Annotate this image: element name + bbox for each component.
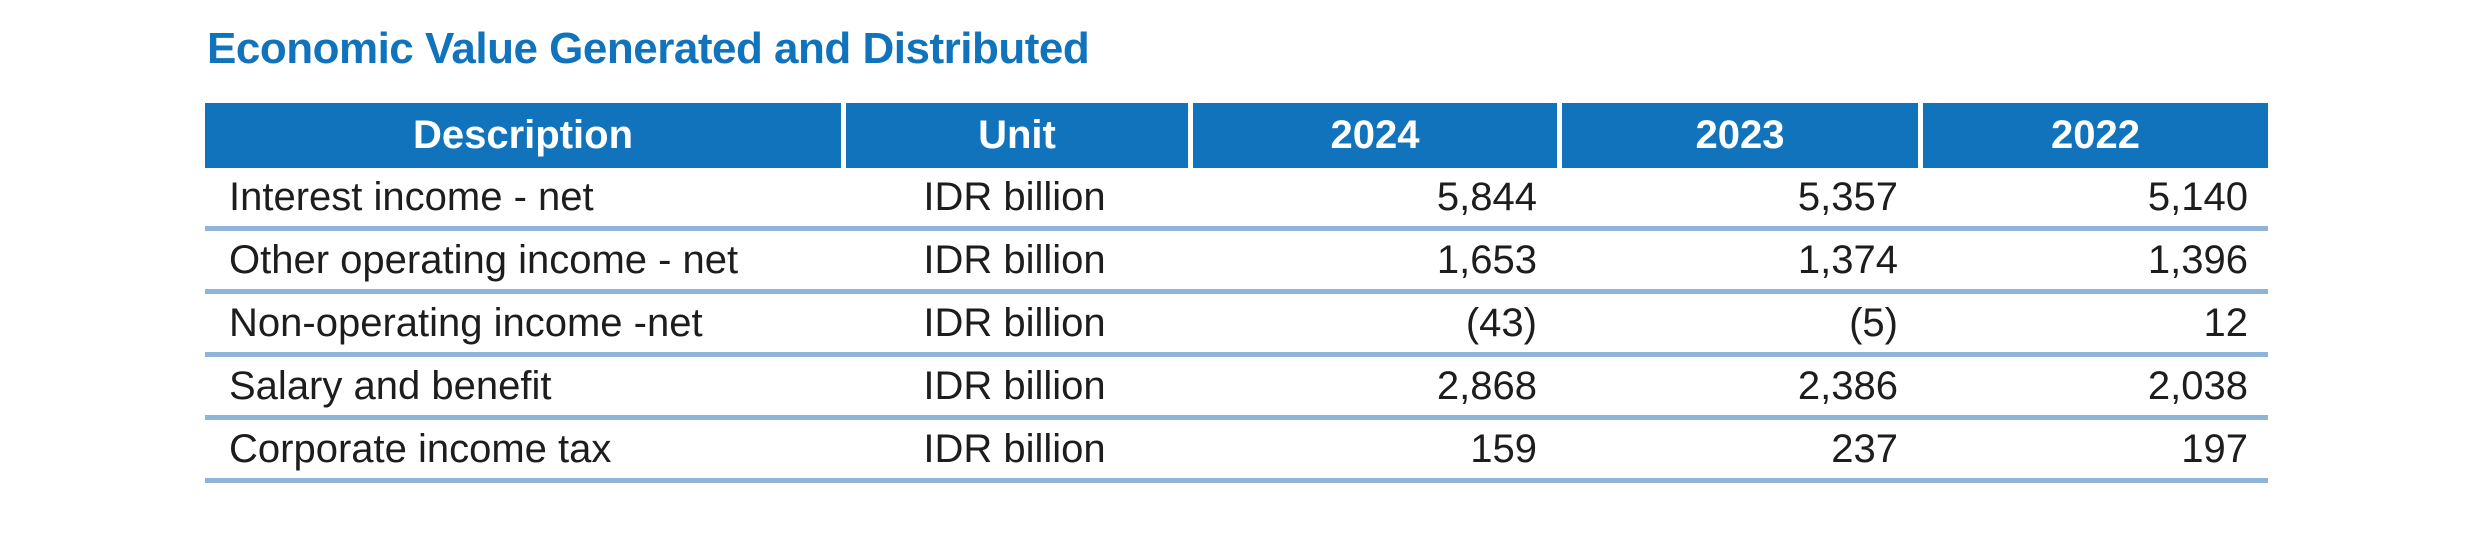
table-row: Non-operating income -net IDR billion (4… (205, 294, 2268, 357)
table-row: Other operating income - net IDR billion… (205, 231, 2268, 294)
cell-unit: IDR billion (923, 174, 1106, 219)
cell-value-2022: 2,038 (2147, 363, 2248, 408)
table-title: Economic Value Generated and Distributed (207, 24, 1090, 73)
table-row: Interest income - net IDR billion 5,844 … (205, 168, 2268, 231)
cell-value-2023: 2,386 (1797, 363, 1898, 408)
cell-value-2024: 5,844 (1436, 174, 1537, 219)
table-row: Corporate income tax IDR billion 159 237… (205, 420, 2268, 483)
cell-unit: IDR billion (923, 363, 1106, 408)
cell-value-2022: 1,396 (2147, 237, 2248, 282)
column-header-2022: 2022 (1918, 103, 2268, 168)
cell-description: Other operating income - net (229, 237, 739, 282)
cell-unit: IDR billion (923, 300, 1106, 345)
cell-description: Interest income - net (229, 174, 594, 219)
cell-value-2022: 12 (2203, 300, 2249, 345)
cell-description: Salary and benefit (229, 363, 552, 408)
cell-description: Non-operating income -net (229, 300, 703, 345)
cell-value-2024: 159 (1470, 426, 1537, 471)
economic-value-table: Description Unit 2024 2023 2022 Interest… (205, 103, 2268, 483)
cell-value-2023: 1,374 (1797, 237, 1898, 282)
cell-value-2022: 5,140 (2147, 174, 2248, 219)
cell-description: Corporate income tax (229, 426, 612, 471)
cell-value-2024: 1,653 (1436, 237, 1537, 282)
cell-value-2024: 2,868 (1436, 363, 1537, 408)
table-header-row: Description Unit 2024 2023 2022 (205, 103, 2268, 168)
column-header-2024: 2024 (1188, 103, 1557, 168)
cell-value-2023: 5,357 (1797, 174, 1898, 219)
column-header-unit: Unit (841, 103, 1188, 168)
cell-unit: IDR billion (923, 426, 1106, 471)
cell-value-2024: (43) (1465, 300, 1537, 345)
cell-value-2023: 237 (1831, 426, 1898, 471)
column-header-description: Description (412, 113, 634, 157)
cell-unit: IDR billion (923, 237, 1106, 282)
cell-value-2022: 197 (2181, 426, 2248, 471)
cell-value-2023: (5) (1849, 300, 1898, 345)
table-row: Salary and benefit IDR billion 2,868 2,3… (205, 357, 2268, 420)
column-header-2023: 2023 (1557, 103, 1918, 168)
